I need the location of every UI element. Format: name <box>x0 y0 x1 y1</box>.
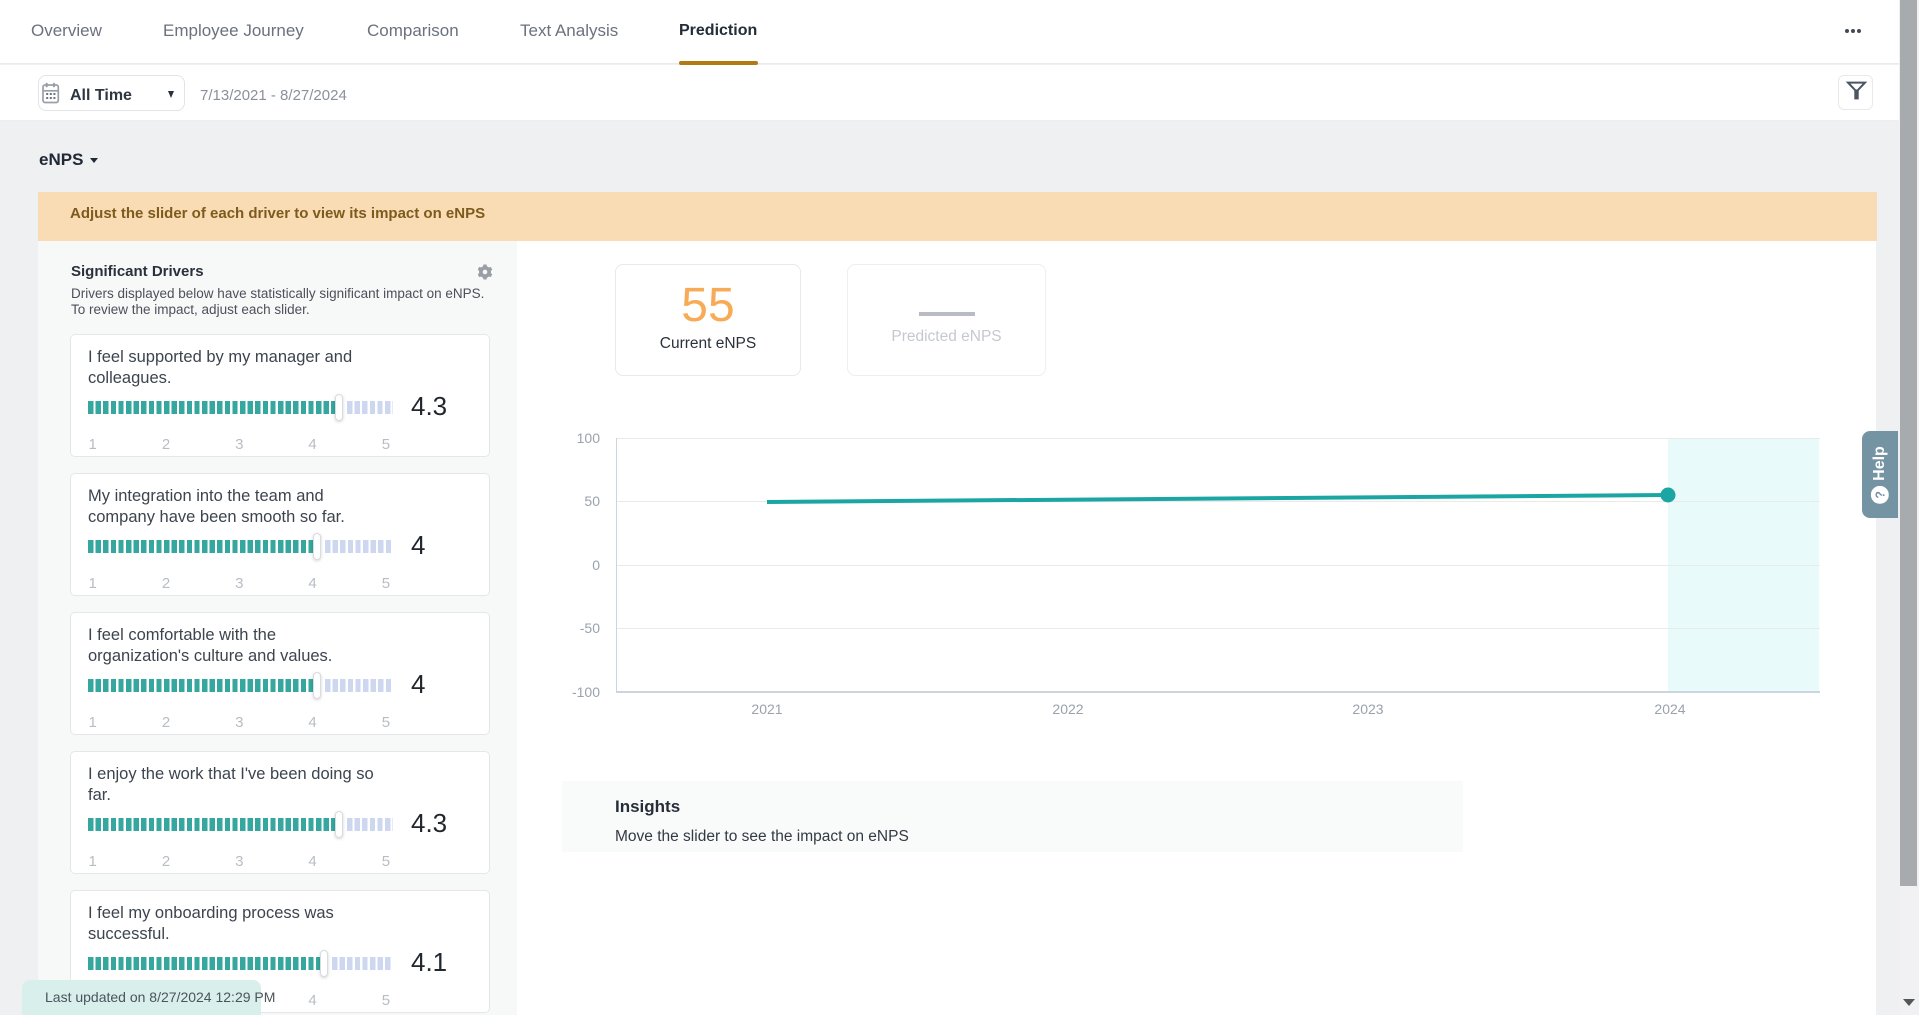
svg-text:?: ? <box>1874 491 1888 499</box>
